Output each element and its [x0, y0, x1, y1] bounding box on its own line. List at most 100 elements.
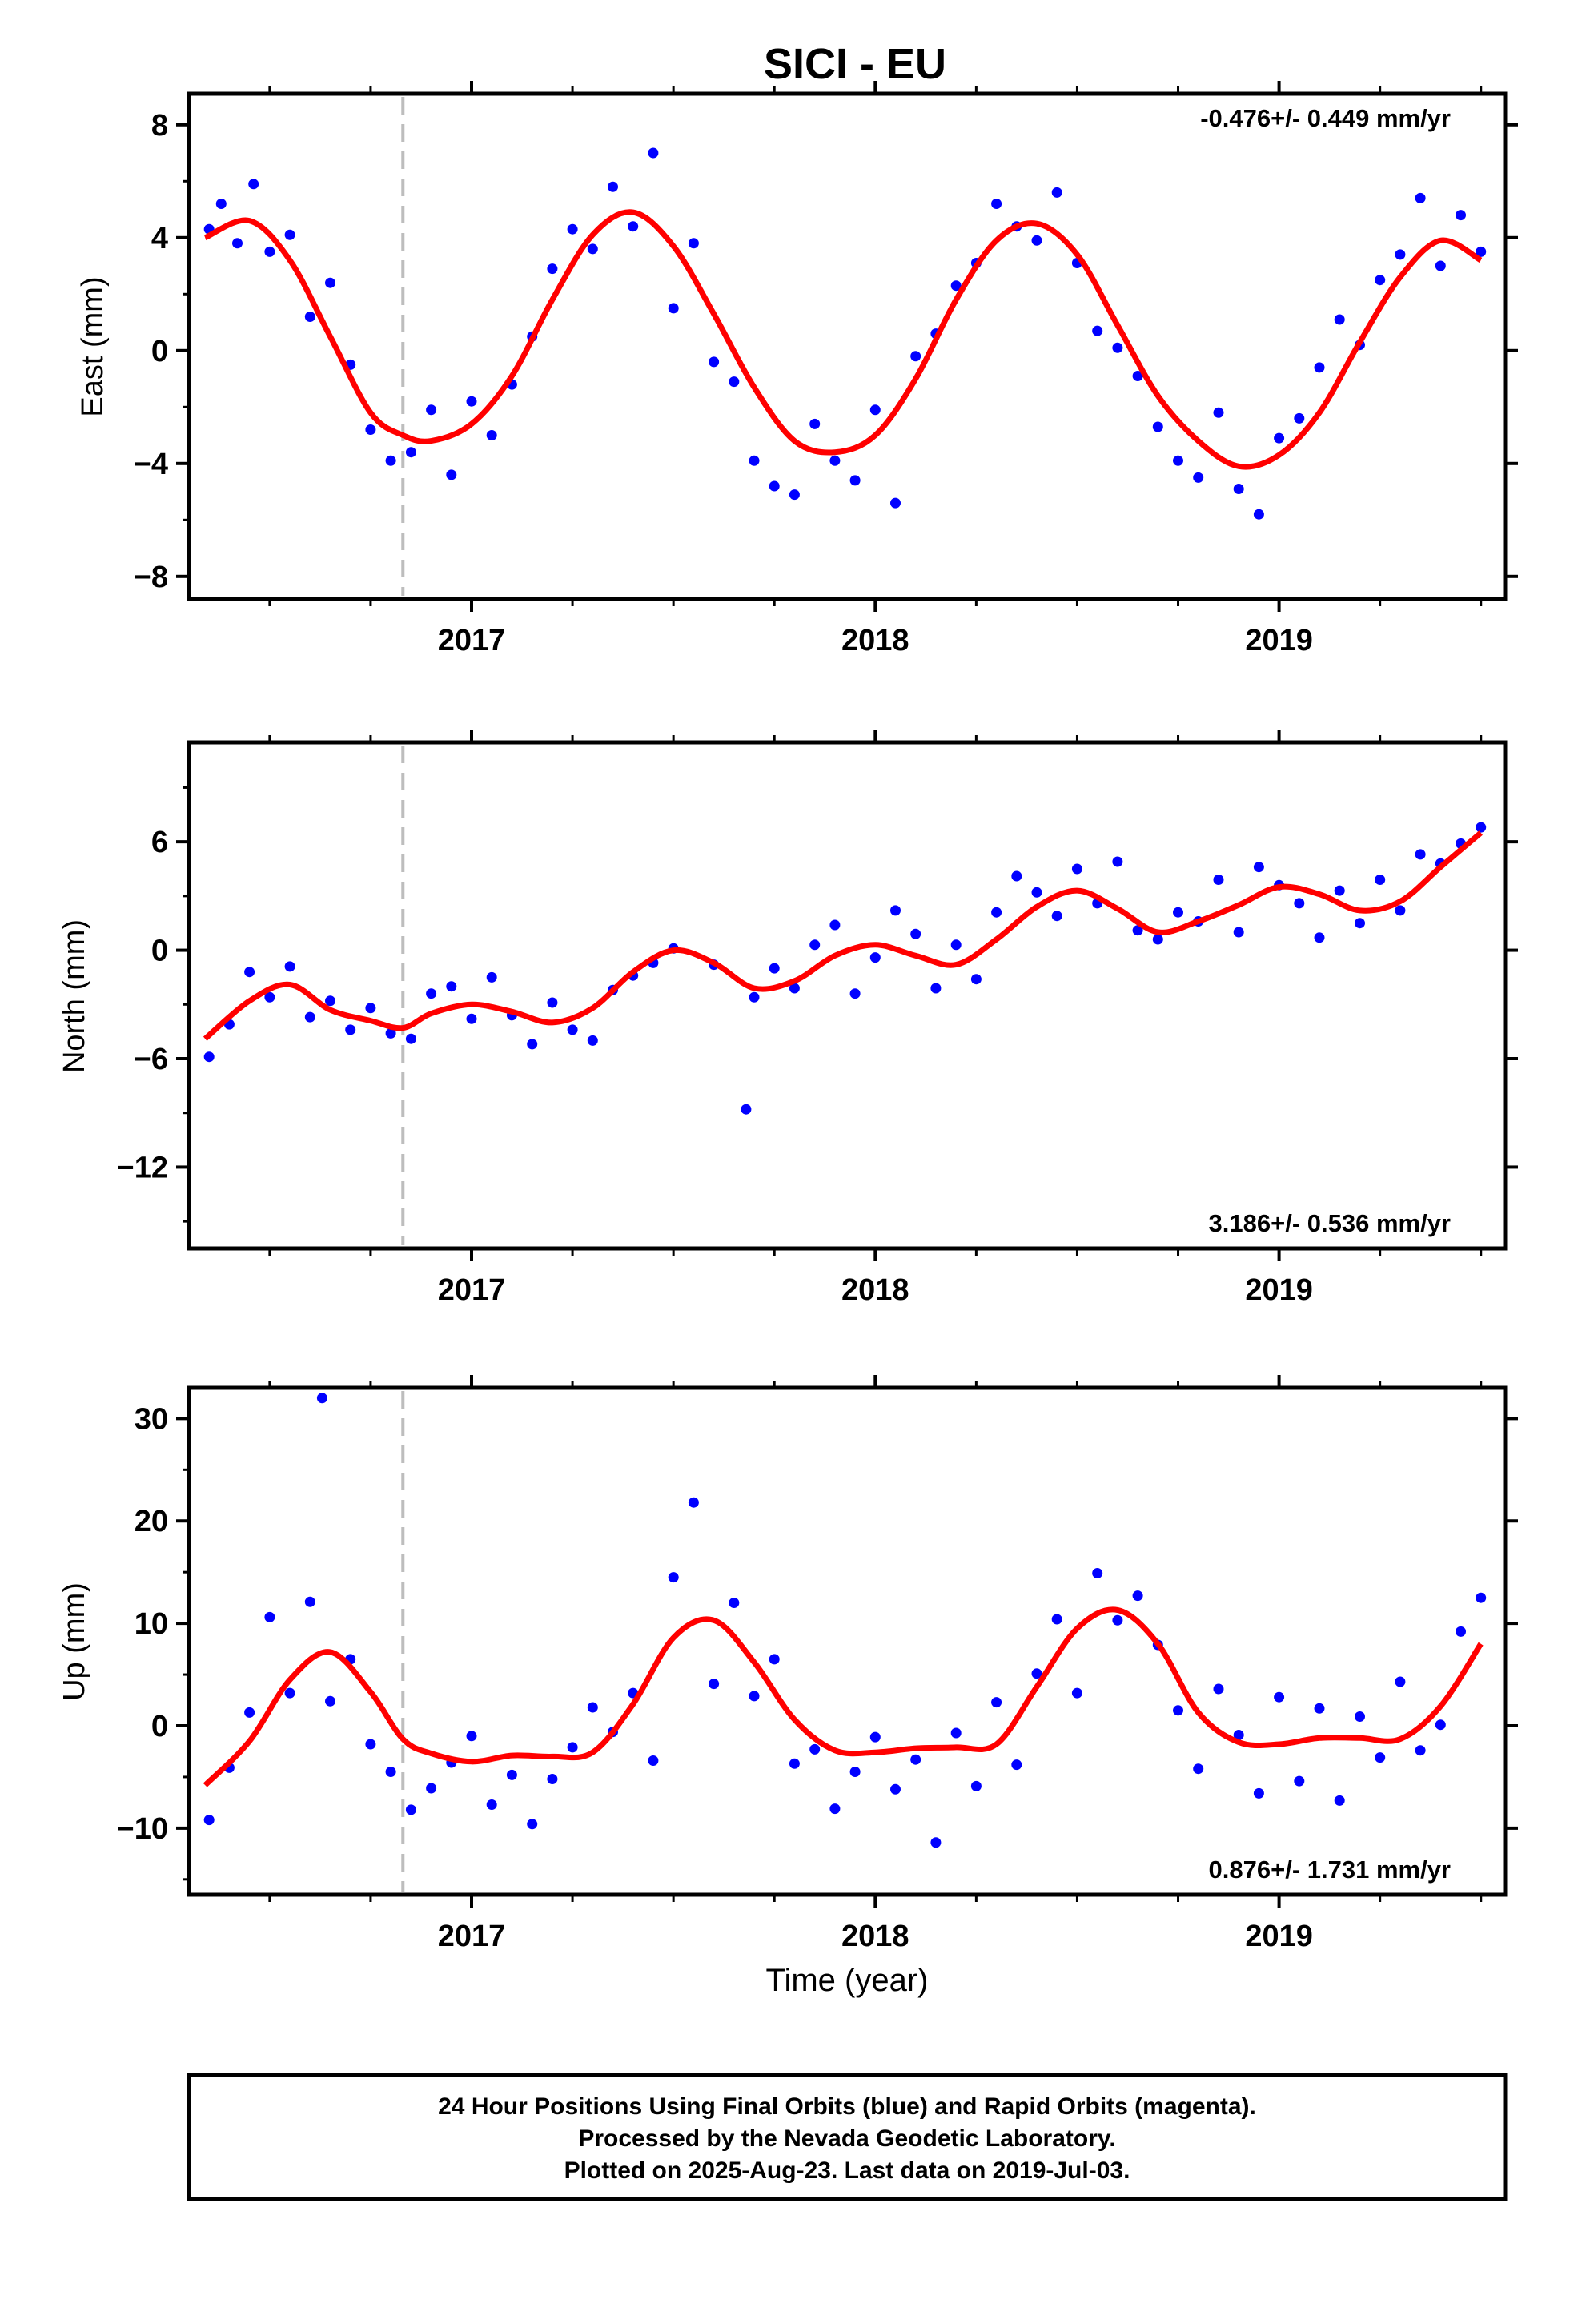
up-data-point: [1051, 1614, 1062, 1625]
up-data-point: [385, 1767, 396, 1777]
east-data-point: [1456, 210, 1466, 221]
up-data-point: [1092, 1568, 1103, 1578]
east-data-point: [446, 469, 457, 480]
up-data-point: [1274, 1691, 1285, 1703]
east-data-point: [215, 199, 227, 209]
north-data-point: [426, 988, 437, 999]
up-data-point: [1456, 1626, 1466, 1637]
north-data-point: [1213, 875, 1224, 885]
north-ylabel: North (mm): [58, 919, 91, 1073]
north-data-point: [849, 988, 861, 999]
up-y-tick-label: 30: [135, 1402, 168, 1436]
east-y-tick-label: −4: [134, 448, 168, 481]
north-data-point: [1476, 822, 1487, 833]
north-data-point: [741, 1104, 752, 1115]
east-y-tick-label: −8: [134, 561, 168, 594]
north-model-curve: [203, 830, 1483, 1041]
up-rate-label: 0.876+/- 1.731 mm/yr: [1209, 1856, 1451, 1884]
east-data-point: [809, 418, 821, 429]
east-data-point: [910, 351, 921, 362]
up-data-point: [1415, 1745, 1426, 1756]
footer-box: [187, 2073, 1508, 2201]
east-x-tick-label: 2019: [1245, 624, 1313, 657]
up-data-point: [769, 1654, 780, 1665]
up-data-point: [1031, 1668, 1042, 1679]
north-data-point: [547, 997, 558, 1008]
east-data-point: [950, 280, 962, 292]
north-y-tick-label: −6: [134, 1043, 168, 1076]
up-data-point: [284, 1687, 295, 1699]
up-data-point: [829, 1803, 841, 1815]
north-data-point: [930, 983, 942, 994]
up-data-point: [1193, 1763, 1204, 1775]
east-data-point: [789, 489, 800, 501]
north-data-point: [325, 995, 335, 1007]
north-data-point: [587, 1035, 598, 1046]
north-data-point: [1334, 885, 1345, 896]
east-data-point: [1132, 371, 1143, 381]
up-data-point: [849, 1767, 861, 1777]
east-data-point: [729, 376, 740, 388]
east-data-point: [1375, 275, 1386, 286]
north-data-point: [1253, 862, 1264, 873]
east-data-point: [1152, 421, 1163, 432]
east-y-tick-label: 0: [151, 335, 168, 368]
up-data-point: [1476, 1592, 1487, 1603]
north-data-point: [1294, 898, 1305, 909]
east-data-point: [668, 303, 679, 314]
east-rate-label: -0.476+/- 0.449 mm/yr: [1200, 104, 1451, 132]
north-data-point: [244, 967, 255, 978]
north-data-point: [1051, 911, 1062, 922]
north-data-point: [950, 939, 962, 951]
north-data-point: [365, 1003, 376, 1014]
up-y-tick-label: 10: [135, 1607, 168, 1641]
up-data-point: [749, 1691, 760, 1702]
up-frame: [187, 1385, 1508, 1897]
up-x-tick-label: 2019: [1245, 1920, 1313, 1953]
up-data-point: [729, 1598, 740, 1608]
east-x-tick-label: 2017: [438, 624, 506, 657]
up-ylabel: Up (mm): [58, 1582, 91, 1701]
east-data-point: [709, 356, 720, 368]
up-data-point: [365, 1739, 376, 1750]
east-data-point: [1395, 249, 1406, 260]
up-data-point: [809, 1743, 821, 1755]
footer-line-3: Plotted on 2025-Aug-23. Last data on 201…: [564, 2157, 1130, 2184]
up-y-tick-label: 0: [151, 1710, 168, 1743]
east-data-point: [284, 229, 295, 240]
up-data-point: [244, 1707, 255, 1718]
east-data-point: [466, 396, 477, 407]
up-data-point: [325, 1695, 335, 1707]
east-data-point: [426, 404, 437, 416]
east-data-point: [688, 238, 699, 249]
north-data-point: [405, 1033, 416, 1044]
north-data-point: [567, 1024, 578, 1035]
up-data-point: [405, 1804, 416, 1815]
east-data-point: [248, 179, 259, 190]
north-rate-label: 3.186+/- 0.536 mm/yr: [1209, 1209, 1451, 1237]
east-data-point: [1092, 325, 1103, 336]
up-data-point: [668, 1572, 679, 1583]
east-data-point: [869, 404, 881, 416]
up-x-tick-label: 2018: [841, 1920, 909, 1953]
north-data-point: [1314, 932, 1325, 943]
east-data-point: [1314, 362, 1325, 373]
up-data-point: [1375, 1752, 1386, 1763]
east-data-point: [1253, 509, 1264, 520]
east-data-point: [1476, 246, 1487, 257]
up-data-point: [1253, 1787, 1264, 1799]
north-data-point: [890, 905, 901, 916]
east-data-point: [405, 447, 416, 458]
up-data-point: [1314, 1703, 1325, 1714]
up-data-point: [1435, 1719, 1446, 1731]
east-frame: [187, 91, 1508, 601]
east-x-tick-label: 2018: [841, 624, 909, 657]
up-y-tick-label: −10: [117, 1812, 168, 1846]
up-data-point: [709, 1679, 720, 1690]
north-data-point: [769, 963, 780, 974]
east-data-point: [608, 181, 618, 192]
up-data-point: [1213, 1683, 1224, 1695]
north-x-tick-label: 2018: [841, 1273, 909, 1307]
north-data-point: [749, 991, 760, 1003]
up-data-point: [567, 1742, 578, 1753]
